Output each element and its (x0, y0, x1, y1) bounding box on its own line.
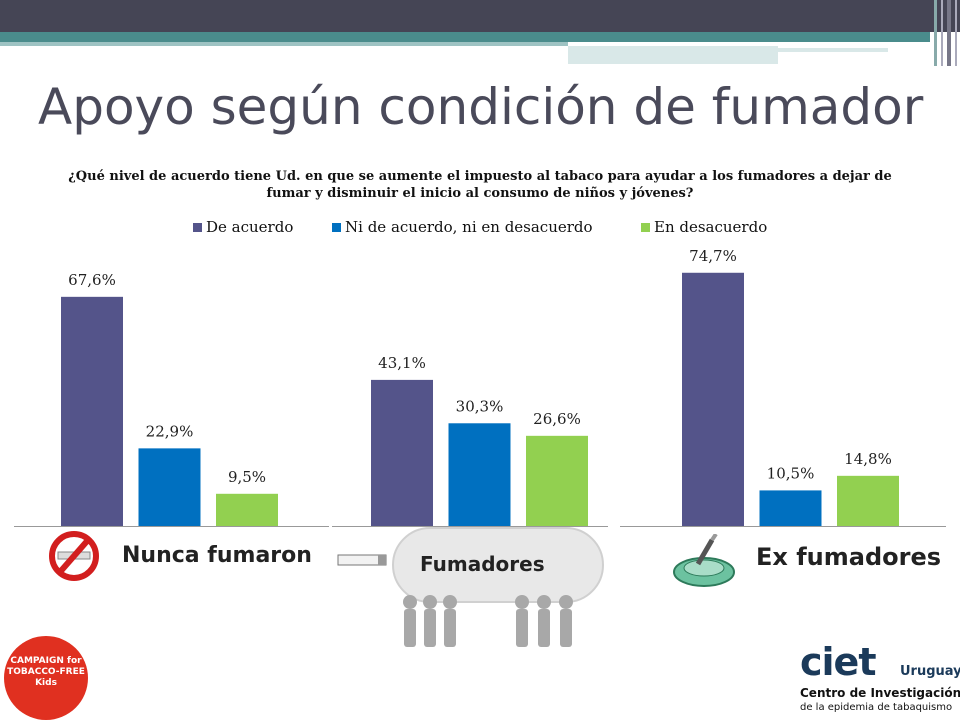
campaign-logo: CAMPAIGN for TOBACCO-FREE Kids (4, 636, 88, 720)
chart-legend: De acuerdo Ni de acuerdo, ni en desacuer… (0, 218, 960, 240)
bar (216, 493, 278, 526)
top-banner (0, 0, 960, 32)
data-label: 30,3% (456, 397, 504, 415)
accent-stripe (0, 32, 930, 42)
fumadores-cloud (392, 527, 604, 603)
bar (371, 379, 433, 526)
legend-swatch (641, 223, 650, 232)
data-label: 14,8% (844, 450, 892, 468)
bar (526, 435, 588, 526)
data-label: 43,1% (378, 354, 426, 372)
chart-question: ¿Qué nivel de acuerdo tiene Ud. en que s… (68, 169, 892, 201)
bar (138, 448, 201, 526)
bar (837, 475, 899, 526)
ciet-logo-country: Uruguay (900, 664, 960, 679)
caption-fumadores: Fumadores (420, 552, 545, 576)
data-label: 10,5% (767, 464, 815, 482)
caption-ex-fumadores: Ex fumadores (756, 543, 942, 571)
bar (448, 423, 511, 526)
legend-label: De acuerdo (206, 218, 294, 236)
ciet-logo-line2: de la epidemia de tabaquismo (800, 702, 953, 713)
no-smoking-icon (49, 531, 99, 581)
legend-label: En desacuerdo (654, 218, 768, 236)
smokers-figures-illustration (403, 595, 573, 647)
legend-swatch (332, 223, 341, 232)
bar (759, 490, 822, 526)
ciet-logo-name: ciet (800, 640, 876, 684)
data-label: 26,6% (533, 410, 581, 428)
data-label: 9,5% (228, 468, 266, 486)
caption-nunca-fumaron: Nunca fumaron (122, 543, 312, 568)
data-label: 67,6% (68, 271, 116, 289)
slide-title: Apoyo según condición de fumador (38, 78, 924, 136)
legend-swatch (193, 223, 202, 232)
data-label: 22,9% (146, 422, 194, 440)
bar (682, 272, 744, 526)
ciet-logo-line1: Centro de Investigación (800, 686, 960, 700)
campaign-logo-text: CAMPAIGN for TOBACCO-FREE Kids (7, 656, 85, 688)
accent-stripe-pale (568, 46, 778, 64)
accent-stripe-pale-thin (778, 48, 888, 52)
legend-label: Ni de acuerdo, ni en desacuerdo (345, 218, 593, 236)
bar (61, 296, 123, 526)
ashtray-icon (673, 534, 735, 587)
data-label: 74,7% (689, 247, 737, 265)
decorative-lines (934, 0, 957, 66)
ciet-logo: ciet Uruguay Centro de Investigación de … (800, 640, 960, 720)
cigarette-icon (337, 554, 387, 566)
accent-stripe-light (0, 42, 568, 46)
